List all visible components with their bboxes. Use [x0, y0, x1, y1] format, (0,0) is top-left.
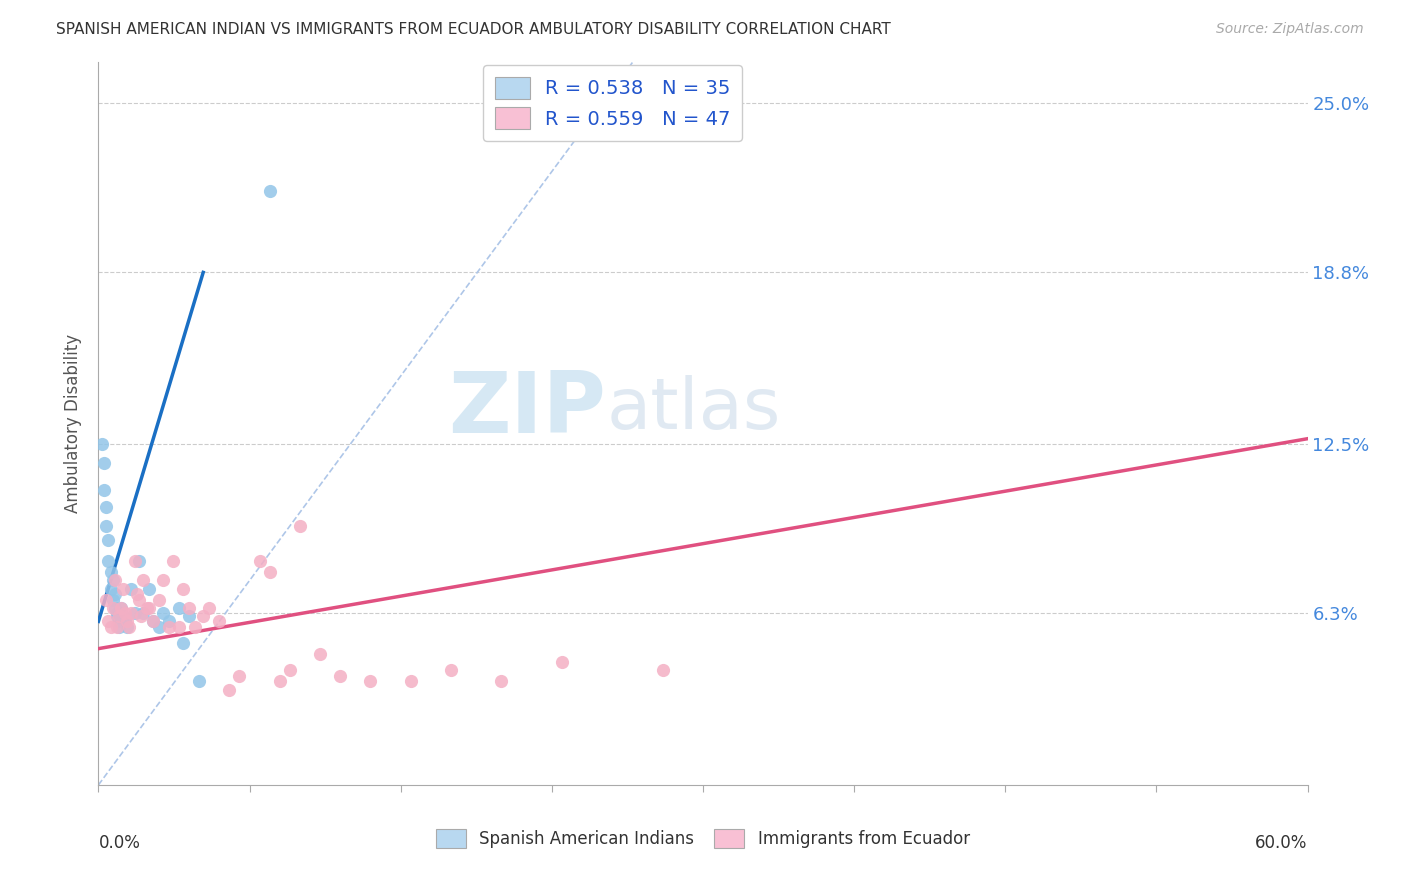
Point	[259, 184, 281, 198]
Point	[107, 608, 129, 623]
Point	[107, 620, 129, 634]
Point	[329, 669, 352, 683]
Point	[249, 554, 271, 568]
Point	[114, 606, 136, 620]
Point	[125, 587, 148, 601]
Point	[105, 620, 128, 634]
Point	[162, 554, 184, 568]
Point	[167, 600, 190, 615]
Point	[148, 592, 170, 607]
Point	[148, 620, 170, 634]
Point	[208, 615, 231, 629]
Point	[115, 620, 138, 634]
Point	[491, 674, 513, 689]
Point	[105, 606, 128, 620]
Point	[142, 615, 165, 629]
Point	[96, 592, 118, 607]
Text: atlas: atlas	[606, 375, 780, 443]
Point	[124, 554, 146, 568]
Point	[96, 519, 118, 533]
Point	[100, 566, 122, 580]
Point	[93, 483, 115, 498]
Point	[360, 674, 382, 689]
Point	[103, 600, 125, 615]
Point	[96, 500, 118, 514]
Point	[105, 608, 128, 623]
Point	[142, 615, 165, 629]
Point	[184, 620, 207, 634]
Point	[193, 608, 215, 623]
Point	[93, 456, 115, 470]
Point	[152, 574, 174, 588]
Y-axis label: Ambulatory Disability: Ambulatory Disability	[65, 334, 83, 513]
Point	[152, 606, 174, 620]
Point	[111, 608, 134, 623]
Point	[129, 608, 152, 623]
Point	[167, 620, 190, 634]
Point	[114, 615, 136, 629]
Point	[110, 600, 132, 615]
Point	[103, 587, 125, 601]
Legend: Spanish American Indians, Immigrants from Ecuador: Spanish American Indians, Immigrants fro…	[427, 820, 979, 856]
Point	[172, 582, 194, 596]
Point	[128, 554, 150, 568]
Text: Source: ZipAtlas.com: Source: ZipAtlas.com	[1216, 22, 1364, 37]
Point	[288, 519, 311, 533]
Point	[138, 582, 160, 596]
Point	[172, 636, 194, 650]
Point	[128, 592, 150, 607]
Point	[91, 437, 114, 451]
Point	[135, 600, 157, 615]
Point	[101, 574, 124, 588]
Point	[309, 647, 332, 661]
Point	[278, 664, 301, 678]
Point	[179, 600, 201, 615]
Point	[111, 582, 134, 596]
Point	[101, 600, 124, 615]
Point	[259, 566, 281, 580]
Point	[124, 606, 146, 620]
Point	[107, 615, 129, 629]
Text: 0.0%: 0.0%	[98, 833, 141, 852]
Point	[132, 606, 155, 620]
Text: 60.0%: 60.0%	[1256, 833, 1308, 852]
Point	[100, 620, 122, 634]
Point	[97, 554, 120, 568]
Point	[120, 606, 142, 620]
Point	[115, 615, 138, 629]
Text: ZIP: ZIP	[449, 368, 606, 450]
Point	[118, 620, 141, 634]
Point	[188, 674, 211, 689]
Point	[120, 582, 142, 596]
Point	[100, 582, 122, 596]
Point	[551, 655, 574, 669]
Point	[440, 664, 463, 678]
Point	[110, 600, 132, 615]
Point	[101, 592, 124, 607]
Point	[138, 600, 160, 615]
Point	[179, 608, 201, 623]
Point	[269, 674, 291, 689]
Point	[97, 533, 120, 547]
Point	[218, 682, 240, 697]
Point	[132, 574, 155, 588]
Text: SPANISH AMERICAN INDIAN VS IMMIGRANTS FROM ECUADOR AMBULATORY DISABILITY CORRELA: SPANISH AMERICAN INDIAN VS IMMIGRANTS FR…	[56, 22, 891, 37]
Point	[198, 600, 221, 615]
Point	[399, 674, 422, 689]
Point	[228, 669, 250, 683]
Point	[651, 664, 673, 678]
Point	[157, 615, 180, 629]
Point	[157, 620, 180, 634]
Point	[97, 615, 120, 629]
Point	[103, 574, 125, 588]
